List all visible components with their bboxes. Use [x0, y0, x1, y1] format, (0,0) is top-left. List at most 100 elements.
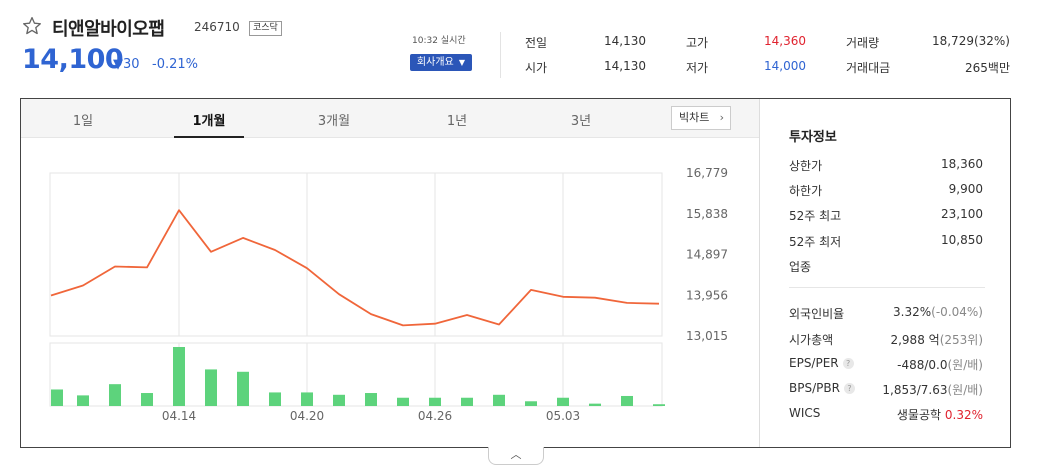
eps-per-value: -488/0.0(원/배)	[897, 356, 983, 373]
quote-volume-value: 18,729(32%)	[931, 34, 1010, 48]
volume-bar	[365, 393, 377, 406]
big-chart-label: 빅차트	[679, 111, 710, 124]
volume-bar	[269, 392, 281, 406]
volume-bar	[589, 403, 601, 406]
foreign-ratio-change: (-0.04%)	[931, 305, 983, 319]
volume-bar	[493, 394, 505, 406]
wics-value[interactable]: 생물공학 0.32%	[897, 406, 983, 423]
market-badge: 코스닥	[249, 21, 282, 36]
high52-label: 52주 최고	[789, 209, 842, 223]
chevron-right-icon: ›	[719, 111, 724, 124]
low52-value: 10,850	[941, 233, 983, 247]
company-info-label: 회사개요	[416, 57, 454, 68]
price-chart: 16,779 15,838 14,897 13,956 13,015 04.14 04.2…	[49, 166, 728, 423]
quote-amount-label: 거래대금	[846, 61, 891, 75]
x-axis-labels: 04.14 04.20 04.26 05.03	[162, 409, 580, 423]
down-arrow-icon: ▼	[113, 57, 123, 72]
price-line	[50, 209, 660, 327]
price-change: ▼30	[113, 57, 140, 72]
sector-label: 업종	[789, 260, 812, 274]
quote-high-value: 14,360	[764, 34, 806, 48]
quote-open-value: 14,130	[604, 59, 646, 73]
stock-header: 티앤알바이오팹 246710 코스닥 14,100 ▼30 -0.21% 10:…	[0, 0, 1042, 95]
volume-bars	[51, 347, 665, 406]
active-tab-indicator	[174, 136, 244, 138]
volume-bar	[621, 395, 633, 406]
high52-value: 23,100	[941, 207, 983, 221]
volume-bar	[397, 397, 409, 406]
stock-code: 246710	[194, 20, 240, 34]
lower-limit-value: 9,900	[948, 182, 983, 196]
tab-3m[interactable]: 3개월	[317, 114, 351, 129]
quote-volume-label: 거래량	[846, 36, 880, 50]
bps-pbr-number: 1,853/7.63	[882, 383, 948, 397]
volume-bar	[333, 394, 345, 406]
volume-bar	[141, 393, 153, 406]
invest-title: 투자정보	[789, 130, 837, 145]
quote-low-value: 14,000	[764, 59, 806, 73]
eps-per-unit: (원/배)	[947, 358, 984, 372]
quote-low-label: 저가	[686, 61, 709, 75]
stock-name: 티앤알바이오팹	[52, 19, 165, 40]
volume-bar	[653, 404, 665, 406]
y-tick-label: 15,838	[686, 207, 728, 221]
volume-plot-frame	[49, 342, 663, 407]
x-tick-label: 05.03	[546, 409, 580, 423]
market-cap-number: 2,988 억	[890, 333, 940, 347]
y-tick-label: 16,779	[686, 166, 728, 180]
quote-prev-label: 전일	[525, 36, 548, 50]
upper-limit-label: 상한가	[789, 159, 823, 173]
lower-limit-label: 하한가	[789, 184, 823, 198]
foreign-ratio-number: 3.32%	[893, 305, 932, 319]
low52-label: 52주 최저	[789, 235, 842, 249]
volume-bar	[301, 392, 313, 406]
question-icon[interactable]: ?	[843, 383, 855, 394]
wics-change: 0.32%	[944, 408, 983, 422]
divider	[789, 287, 985, 288]
tab-1m[interactable]: 1개월	[192, 114, 226, 129]
current-price: 14,100	[22, 44, 124, 75]
chart-grid	[49, 172, 663, 407]
divider	[500, 32, 501, 78]
price-plot-frame	[49, 172, 663, 337]
x-tick-label: 04.20	[290, 409, 324, 423]
foreign-ratio-label: 외국인비율	[789, 307, 845, 321]
tab-1y[interactable]: 1년	[446, 114, 468, 129]
x-tick-label: 04.26	[418, 409, 452, 423]
star-outline-icon[interactable]	[22, 16, 42, 36]
market-cap-value: 2,988 억(253위)	[890, 331, 983, 348]
change-value: 30	[123, 57, 140, 72]
eps-per-number: -488/0.0	[897, 358, 948, 372]
volume-bar	[173, 347, 185, 406]
price-series	[50, 209, 660, 327]
period-tabs: 1일 1개월 3개월 1년 3년 빅차트 ›	[21, 99, 759, 138]
big-chart-button[interactable]: 빅차트 ›	[671, 106, 731, 130]
eps-per-label: EPS/PER?	[789, 356, 854, 370]
tab-1d[interactable]: 1일	[72, 114, 94, 129]
chart-panel: 1일 1개월 3개월 1년 3년 빅차트 › 16,779 15,838 14,89…	[20, 98, 1011, 448]
bps-pbr-label: BPS/PBR?	[789, 381, 855, 395]
volume-bar	[205, 369, 217, 406]
volume-bar	[557, 397, 569, 406]
y-tick-label: 14,897	[686, 248, 728, 262]
y-axis-labels: 16,779 15,838 14,897 13,956 13,015	[686, 166, 728, 343]
volume-bar	[77, 395, 89, 406]
volume-bar	[525, 401, 537, 406]
bps-pbr-value: 1,853/7.63(원/배)	[882, 381, 983, 398]
wics-sector: 생물공학	[896, 408, 942, 422]
upper-limit-value: 18,360	[941, 157, 983, 171]
volume-bar	[429, 397, 441, 406]
collapse-button[interactable]: ︿	[488, 447, 544, 465]
volume-bar	[109, 384, 121, 406]
quote-open-label: 시가	[525, 61, 548, 75]
market-cap-label: 시가총액	[789, 333, 834, 347]
company-info-button[interactable]: 회사개요 ▼	[410, 54, 472, 71]
investment-info-panel: 투자정보 상한가 18,360 하한가 9,900 52주 최고 23,100 …	[759, 99, 1010, 447]
y-tick-label: 13,956	[686, 288, 728, 302]
bps-pbr-text: BPS/PBR	[789, 381, 840, 395]
question-icon[interactable]: ?	[842, 358, 854, 369]
foreign-ratio-value: 3.32%(-0.04%)	[893, 305, 983, 319]
quote-prev-value: 14,130	[604, 34, 646, 48]
tab-3y[interactable]: 3년	[570, 114, 592, 129]
volume-bar	[237, 371, 249, 406]
